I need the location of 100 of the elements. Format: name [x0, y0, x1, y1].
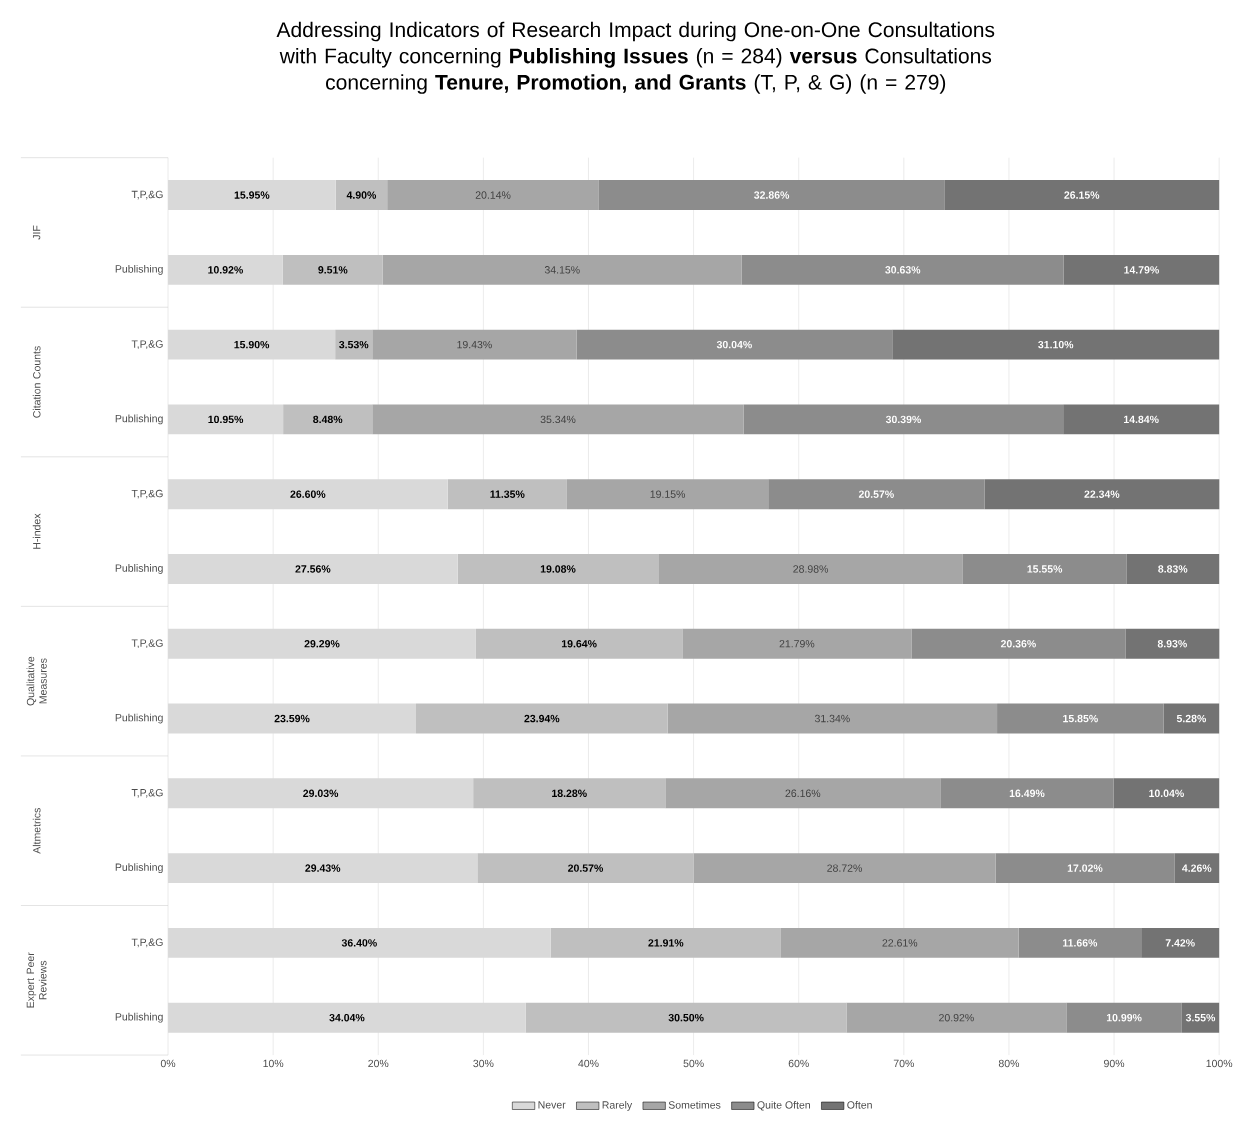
data-label: 29.03%	[303, 789, 339, 798]
bar	[768, 479, 985, 510]
y-tick-label: T,P,&G	[131, 340, 163, 349]
data-label: 4.90%	[346, 191, 377, 199]
bar	[576, 329, 893, 360]
bar	[477, 853, 694, 884]
data-label: 11.66%	[1063, 939, 1098, 947]
bar	[693, 853, 996, 884]
data-label: 19.43%	[457, 340, 492, 349]
bar	[682, 628, 912, 659]
bar	[550, 927, 781, 958]
x-tick-label: 100%	[1206, 1059, 1233, 1068]
bar	[283, 404, 373, 435]
bar	[335, 180, 388, 210]
data-label: 34.04%	[329, 1013, 365, 1022]
data-label: 23.94%	[524, 714, 560, 723]
data-label: 20.36%	[1000, 640, 1036, 648]
data-label: 20.14%	[475, 191, 511, 199]
legend-label: Rarely	[602, 1100, 633, 1111]
bar	[658, 554, 963, 584]
y-tick-label: T,P,&G	[131, 190, 163, 200]
y-tick-label: Publishing	[115, 1012, 163, 1023]
bar	[525, 1002, 847, 1033]
x-tick-label: 90%	[1104, 1059, 1125, 1068]
data-label: 23.59%	[274, 714, 310, 723]
data-label: 28.98%	[793, 565, 829, 573]
y-tick-label: Publishing	[115, 863, 163, 873]
bar	[665, 778, 941, 809]
data-label: 26.15%	[1064, 191, 1100, 199]
data-label: 16.49%	[1009, 789, 1045, 798]
bar	[1141, 927, 1220, 958]
data-label: 35.34%	[540, 415, 576, 424]
legend-label: Sometimes	[668, 1100, 721, 1109]
data-label: 26.16%	[785, 789, 821, 798]
bar	[962, 554, 1127, 584]
data-label: 15.90%	[234, 340, 270, 349]
data-label: 15.85%	[1063, 714, 1098, 723]
bar	[473, 778, 666, 809]
data-label: 21.91%	[648, 939, 684, 947]
bar	[475, 628, 683, 659]
x-tick-label: 0%	[160, 1059, 176, 1068]
bar	[911, 628, 1126, 659]
data-label: 9.51%	[318, 266, 348, 274]
bar	[1018, 927, 1142, 958]
x-tick-label: 50%	[683, 1059, 704, 1068]
x-tick-label: 40%	[578, 1059, 599, 1068]
bar	[780, 927, 1019, 958]
data-label: 20.92%	[939, 1013, 974, 1022]
bar	[372, 404, 744, 435]
data-label: 17.02%	[1067, 864, 1103, 872]
bar	[1174, 853, 1220, 884]
bar	[1063, 404, 1220, 435]
bar	[447, 479, 567, 510]
data-label: 22.34%	[1084, 490, 1120, 498]
bar	[382, 254, 742, 285]
legend-label: Never	[538, 1101, 566, 1109]
bar	[598, 180, 945, 210]
data-label: 19.15%	[650, 490, 686, 498]
data-label: 31.34%	[814, 714, 850, 723]
y-tick-label: Publishing	[115, 564, 163, 574]
data-label: 20.57%	[568, 864, 604, 872]
y-tick-label: T,P,&G	[131, 639, 163, 649]
text: Citation Counts	[32, 346, 41, 418]
data-label: 3.53%	[339, 340, 369, 349]
x-tick-label: 60%	[788, 1059, 809, 1068]
bar	[997, 703, 1164, 734]
data-label: 30.50%	[668, 1013, 704, 1022]
data-label: 4.26%	[1182, 864, 1212, 872]
legend-label: Often	[847, 1100, 872, 1109]
data-label: 29.29%	[304, 640, 340, 648]
y-tick-label: T,P,&G	[131, 489, 163, 499]
bar	[282, 254, 383, 285]
y-tick-label: T,P,&G	[131, 788, 163, 798]
bar	[566, 479, 769, 510]
data-label: 14.79%	[1124, 266, 1159, 274]
data-label: 11.35%	[490, 490, 525, 498]
bar	[387, 180, 599, 210]
data-label: 31.10%	[1038, 340, 1074, 349]
bar	[940, 778, 1114, 809]
data-label: 15.55%	[1027, 565, 1063, 573]
data-label: 36.40%	[341, 939, 377, 947]
data-label: 18.28%	[552, 789, 587, 798]
bar	[1066, 1002, 1182, 1033]
data-label: 30.63%	[885, 266, 921, 274]
bar	[1163, 703, 1220, 734]
data-label: 32.86%	[754, 191, 790, 199]
bar	[741, 254, 1064, 285]
data-label: 21.79%	[779, 640, 815, 648]
data-label: 7.42%	[1165, 939, 1195, 947]
x-tick-label: 10%	[263, 1059, 284, 1068]
data-label: 5.28%	[1176, 714, 1207, 723]
data-label: 3.55%	[1185, 1013, 1216, 1022]
text: Qualitative Measures	[26, 656, 47, 706]
x-tick-label: 20%	[368, 1059, 389, 1068]
bar	[1181, 1002, 1220, 1033]
data-label: 15.95%	[234, 191, 270, 199]
data-label: 19.64%	[561, 640, 597, 648]
bar	[995, 853, 1175, 884]
bar	[335, 329, 373, 360]
x-tick-label: 30%	[473, 1059, 494, 1068]
